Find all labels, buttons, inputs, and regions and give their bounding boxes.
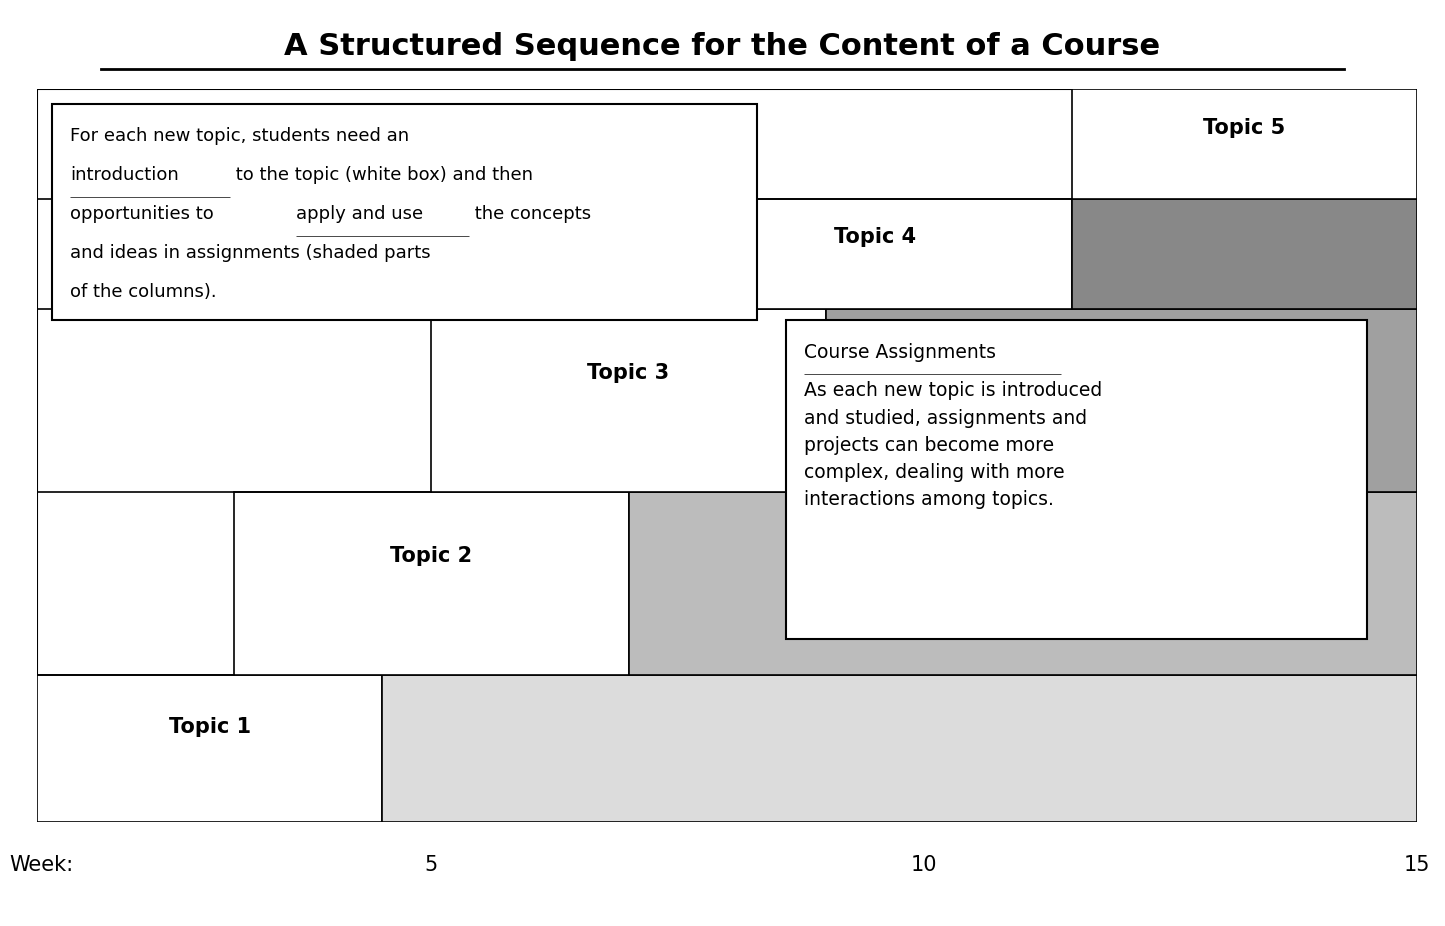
Text: Topic 3: Topic 3 <box>588 363 669 383</box>
Bar <box>52 104 757 319</box>
Bar <box>786 319 1367 639</box>
Bar <box>629 492 1416 675</box>
Bar <box>1072 199 1416 309</box>
Text: Topic 4: Topic 4 <box>834 228 916 247</box>
Text: introduction: introduction <box>69 166 179 184</box>
Bar <box>38 675 383 822</box>
Text: Topic 1: Topic 1 <box>169 717 251 736</box>
Bar <box>383 675 1416 822</box>
Text: 10: 10 <box>910 855 938 875</box>
Text: 5: 5 <box>425 855 438 875</box>
Bar <box>1072 89 1416 199</box>
Bar <box>678 199 1072 309</box>
Text: Week:: Week: <box>10 855 74 875</box>
Text: apply and use: apply and use <box>296 205 423 223</box>
Text: A Structured Sequence for the Content of a Course: A Structured Sequence for the Content of… <box>285 32 1160 61</box>
Text: As each new topic is introduced
and studied, assignments and
projects can become: As each new topic is introduced and stud… <box>803 382 1103 509</box>
Text: the concepts: the concepts <box>470 205 591 223</box>
Text: opportunities to: opportunities to <box>69 205 220 223</box>
Text: 15: 15 <box>1403 855 1431 875</box>
Text: of the columns).: of the columns). <box>69 282 217 301</box>
Text: Course Assignments: Course Assignments <box>803 344 996 362</box>
Text: Topic 2: Topic 2 <box>390 546 473 566</box>
Text: Topic 5: Topic 5 <box>1204 118 1286 138</box>
Text: and ideas in assignments (shaded parts: and ideas in assignments (shaded parts <box>69 244 431 262</box>
Bar <box>432 309 825 492</box>
Text: to the topic (white box) and then: to the topic (white box) and then <box>230 166 533 184</box>
Bar <box>825 309 1416 492</box>
Text: For each new topic, students need an: For each new topic, students need an <box>69 127 409 145</box>
Bar <box>234 492 629 675</box>
